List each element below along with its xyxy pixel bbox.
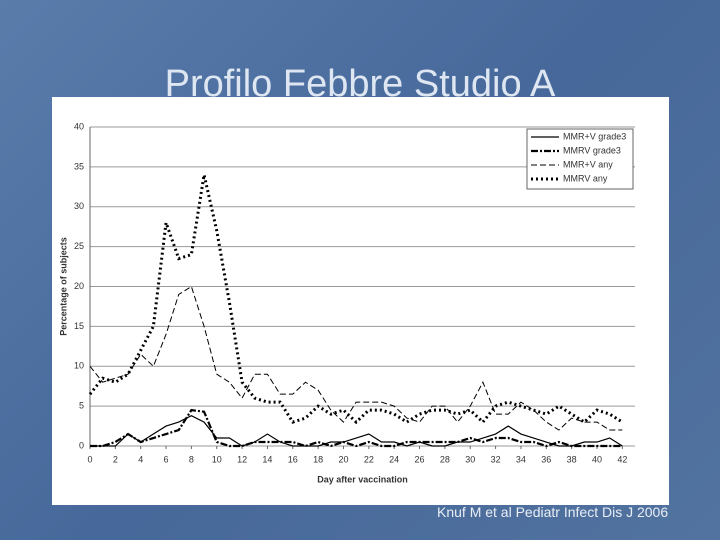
x-tick-label: 42 bbox=[617, 454, 627, 464]
x-tick-label: 0 bbox=[87, 454, 92, 464]
x-tick-label: 40 bbox=[592, 454, 602, 464]
series-line bbox=[88, 174, 624, 425]
x-tick-label: 14 bbox=[262, 454, 272, 464]
x-tick-label: 18 bbox=[313, 454, 323, 464]
series-line bbox=[90, 408, 623, 448]
y-tick-label: 25 bbox=[74, 241, 84, 251]
x-tick-label: 10 bbox=[212, 454, 222, 464]
x-tick-label: 32 bbox=[491, 454, 501, 464]
x-tick-label: 38 bbox=[567, 454, 577, 464]
x-tick-label: 34 bbox=[516, 454, 526, 464]
y-tick-label: 35 bbox=[74, 161, 84, 171]
x-tick-label: 26 bbox=[415, 454, 425, 464]
legend-label: MMRV grade3 bbox=[563, 145, 621, 155]
x-tick-label: 16 bbox=[288, 454, 298, 464]
series-line bbox=[90, 415, 623, 447]
x-tick-label: 8 bbox=[189, 454, 194, 464]
legend-label: MMR+V any bbox=[563, 159, 613, 169]
x-tick-label: 20 bbox=[338, 454, 348, 464]
x-tick-label: 6 bbox=[164, 454, 169, 464]
y-tick-label: 5 bbox=[79, 401, 84, 411]
x-tick-label: 36 bbox=[541, 454, 551, 464]
x-tick-label: 4 bbox=[138, 454, 143, 464]
y-tick-label: 20 bbox=[74, 281, 84, 291]
x-tick-label: 22 bbox=[364, 454, 374, 464]
legend-label: MMRV any bbox=[563, 173, 608, 183]
legend-box bbox=[526, 128, 634, 190]
y-axis-label: Percentage of subjects bbox=[58, 237, 68, 336]
y-tick-label: 30 bbox=[74, 201, 84, 211]
y-tick-label: 40 bbox=[74, 121, 84, 131]
x-tick-label: 2 bbox=[113, 454, 118, 464]
x-tick-label: 12 bbox=[237, 454, 247, 464]
y-tick-label: 0 bbox=[79, 440, 84, 450]
x-axis-label: Day after vaccination bbox=[317, 474, 408, 484]
legend-label: MMR+V grade3 bbox=[563, 131, 626, 141]
x-tick-label: 24 bbox=[389, 454, 399, 464]
y-tick-label: 15 bbox=[74, 321, 84, 331]
series-line bbox=[89, 285, 623, 431]
citation: Knuf M et al Pediatr Infect Dis J 2006 bbox=[437, 504, 669, 520]
x-tick-label: 30 bbox=[465, 454, 475, 464]
x-tick-label: 28 bbox=[440, 454, 450, 464]
y-tick-label: 10 bbox=[74, 361, 84, 371]
